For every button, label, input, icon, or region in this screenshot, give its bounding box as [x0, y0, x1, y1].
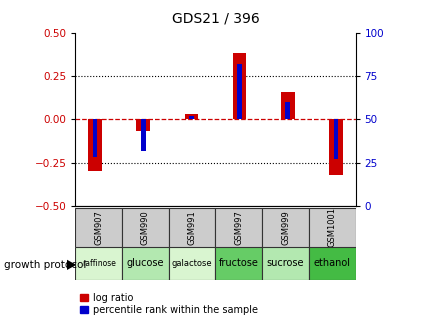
Bar	[308, 208, 355, 247]
Bar	[261, 208, 308, 247]
Bar	[169, 247, 215, 280]
Bar	[122, 247, 169, 280]
Bar	[141, 119, 145, 150]
Bar	[237, 64, 242, 119]
Bar	[184, 114, 198, 119]
Legend: log ratio, percentile rank within the sample: log ratio, percentile rank within the sa…	[80, 293, 257, 315]
Bar	[122, 208, 169, 247]
Text: galactose: galactose	[172, 259, 212, 268]
Text: raffinose: raffinose	[82, 259, 115, 268]
Bar	[215, 247, 261, 280]
Text: GDS21 / 396: GDS21 / 396	[171, 11, 259, 26]
Bar	[136, 119, 150, 131]
Bar	[261, 247, 308, 280]
Text: GSM1001: GSM1001	[327, 207, 336, 247]
Text: GSM997: GSM997	[234, 210, 243, 245]
Bar	[75, 208, 122, 247]
Bar	[215, 208, 261, 247]
Polygon shape	[67, 260, 76, 270]
Text: GSM991: GSM991	[187, 210, 196, 245]
Text: ethanol: ethanol	[313, 258, 350, 268]
Bar	[280, 92, 294, 119]
Text: sucrose: sucrose	[266, 258, 304, 268]
Bar	[285, 102, 289, 119]
Text: GSM990: GSM990	[141, 210, 150, 245]
Text: GSM999: GSM999	[280, 210, 289, 245]
Bar	[88, 119, 101, 171]
Text: GSM907: GSM907	[94, 210, 103, 245]
Text: growth protocol: growth protocol	[4, 260, 86, 270]
Bar	[329, 119, 342, 175]
Text: fructose: fructose	[218, 258, 258, 268]
Bar	[232, 54, 246, 119]
Bar	[333, 119, 338, 159]
Bar	[188, 116, 194, 119]
Bar	[92, 119, 97, 158]
Bar	[308, 247, 355, 280]
Text: glucose: glucose	[126, 258, 164, 268]
Bar	[75, 247, 122, 280]
Bar	[169, 208, 215, 247]
